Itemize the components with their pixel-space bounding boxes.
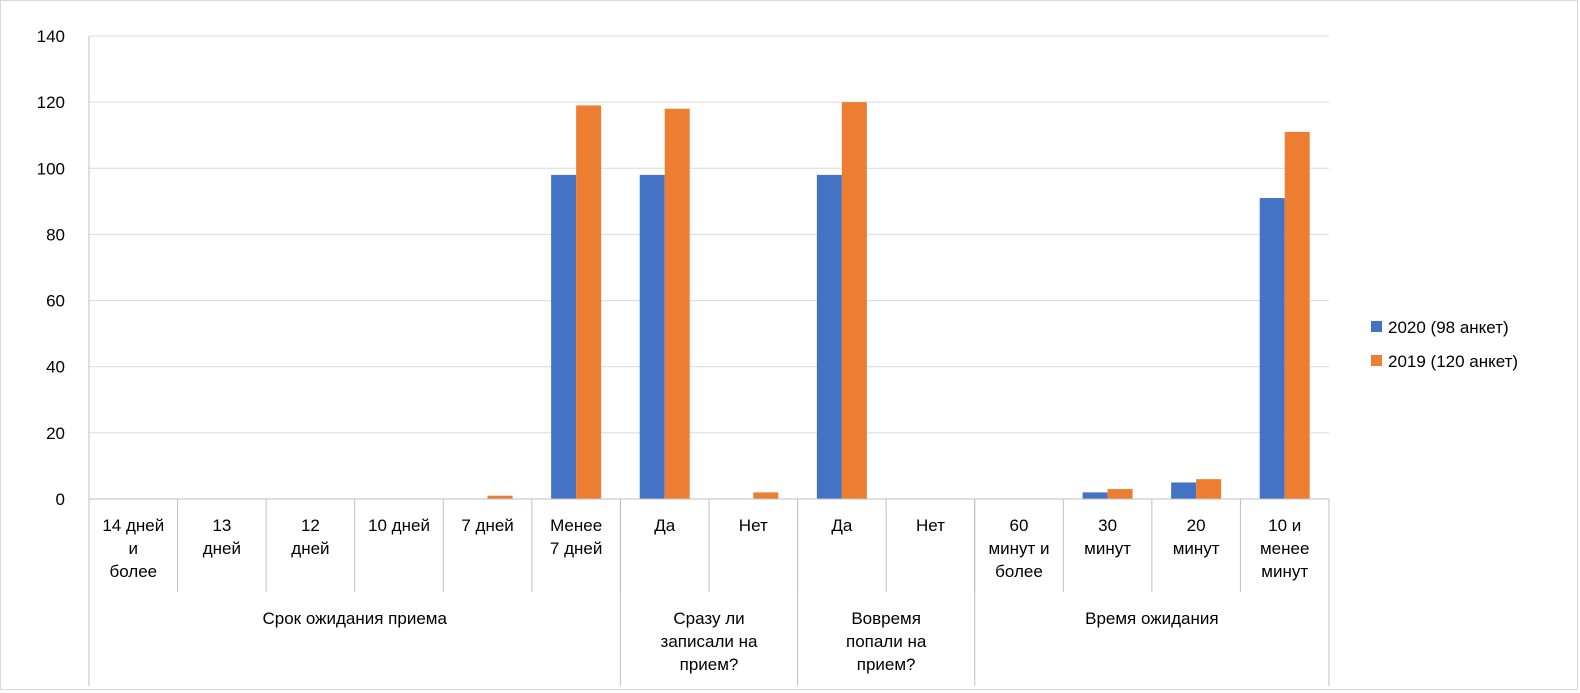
x-category-label: 60 xyxy=(1010,516,1029,535)
x-group-label: прием? xyxy=(680,655,739,674)
x-category-label: Менее xyxy=(550,516,602,535)
x-category-label: 12 xyxy=(301,516,320,535)
legend-label: 2020 (98 анкет) xyxy=(1388,318,1509,337)
x-category-label: 7 дней xyxy=(550,539,602,558)
x-category-label: минут xyxy=(1261,562,1308,581)
bar-series-2019 xyxy=(841,102,867,500)
x-category-label: более xyxy=(109,562,157,581)
x-category-label: минут xyxy=(1084,539,1131,558)
bar-series-2020 xyxy=(551,174,577,499)
legend-swatch xyxy=(1371,321,1382,332)
y-tick-label: 120 xyxy=(37,93,65,112)
x-category-label: и xyxy=(129,539,139,558)
x-category-label: Нет xyxy=(916,516,945,535)
bar-series-2019 xyxy=(1284,131,1310,499)
bar-series-2019 xyxy=(576,105,602,499)
bar-series-2020 xyxy=(1171,482,1197,499)
x-category-label: 7 дней xyxy=(461,516,513,535)
y-tick-label: 60 xyxy=(46,292,65,311)
x-group-label: записали на xyxy=(661,632,758,651)
x-group-label: прием? xyxy=(857,655,916,674)
x-group-label: Срок ожидания приема xyxy=(263,609,448,628)
x-category-label: Нет xyxy=(739,516,768,535)
x-group-label: Вовремя xyxy=(851,609,921,628)
y-tick-label: 140 xyxy=(37,27,65,46)
x-category-label: Да xyxy=(831,516,853,535)
x-category-label: 10 и xyxy=(1268,516,1301,535)
legend-swatch xyxy=(1371,355,1382,366)
x-category-label: дней xyxy=(203,539,241,558)
x-group-label: Сразу ли xyxy=(673,609,744,628)
bar-series-2019 xyxy=(1196,479,1222,499)
x-category-label: минут xyxy=(1173,539,1220,558)
y-tick-label: 40 xyxy=(46,358,65,377)
bar-series-2019 xyxy=(753,492,779,499)
bar-series-2020 xyxy=(639,174,665,499)
x-group-label: попали на xyxy=(846,632,927,651)
x-category-label: дней xyxy=(291,539,329,558)
y-tick-label: 80 xyxy=(46,225,65,244)
bar-series-2019 xyxy=(664,108,690,499)
bar-series-2019 xyxy=(487,495,513,499)
x-category-label: 20 xyxy=(1187,516,1206,535)
x-category-label: более xyxy=(995,562,1043,581)
x-category-label: менее xyxy=(1260,539,1309,558)
y-tick-label: 0 xyxy=(56,490,65,509)
legend-label: 2019 (120 анкет) xyxy=(1388,352,1518,371)
y-tick-label: 100 xyxy=(37,159,65,178)
bar-series-2019 xyxy=(1107,489,1133,499)
x-group-label: Время ожидания xyxy=(1085,609,1218,628)
x-category-label: 14 дней xyxy=(102,516,164,535)
y-tick-label: 20 xyxy=(46,424,65,443)
bar-series-2020 xyxy=(1082,492,1108,499)
bar-series-2020 xyxy=(816,174,842,499)
x-category-label: минут и xyxy=(988,539,1049,558)
x-category-label: 30 xyxy=(1098,516,1117,535)
bar-series-2020 xyxy=(1259,198,1285,500)
x-category-label: Да xyxy=(654,516,676,535)
x-category-label: 10 дней xyxy=(368,516,430,535)
x-category-label: 13 xyxy=(212,516,231,535)
